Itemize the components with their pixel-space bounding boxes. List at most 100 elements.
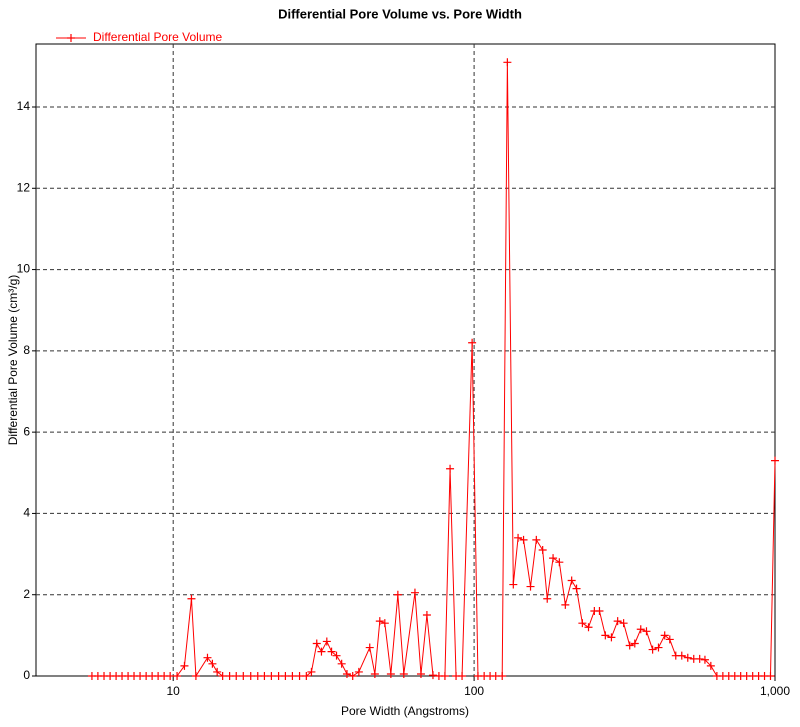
- data-point: [317, 647, 326, 656]
- data-point: [595, 606, 604, 615]
- y-tick-label: 4: [23, 506, 30, 520]
- data-point: [191, 672, 200, 680]
- data-point: [253, 672, 262, 680]
- data-point: [619, 619, 628, 628]
- data-point: [288, 672, 297, 680]
- data-point: [337, 659, 346, 668]
- data-point: [380, 619, 389, 628]
- data-point: [683, 653, 692, 662]
- data-point: [180, 661, 189, 670]
- data-point: [332, 651, 341, 660]
- y-axis-label: Differential Pore Volume (cm³/g): [6, 275, 20, 446]
- data-point: [327, 647, 336, 656]
- data-point: [208, 659, 217, 668]
- data-point: [509, 580, 518, 589]
- data-point: [625, 641, 634, 650]
- y-tick-label: 0: [23, 668, 30, 682]
- data-point: [636, 625, 645, 634]
- data-point: [458, 672, 467, 680]
- data-point: [706, 661, 715, 670]
- data-point: [555, 558, 564, 567]
- y-tick-label: 6: [23, 424, 30, 438]
- y-tick-label: 14: [17, 99, 31, 113]
- data-point: [203, 653, 212, 662]
- data-point: [260, 672, 269, 680]
- y-tick-label: 8: [23, 343, 30, 357]
- data-point: [281, 672, 290, 680]
- data-point: [322, 637, 331, 646]
- data-point: [578, 619, 587, 628]
- data-point: [538, 546, 547, 555]
- data-point: [393, 590, 402, 599]
- plot-frame: [35, 43, 776, 677]
- chart-title: Differential Pore Volume vs. Pore Width: [278, 6, 522, 21]
- data-point: [239, 672, 248, 680]
- data-point: [660, 631, 669, 640]
- data-point: [428, 671, 437, 680]
- data-point: [543, 594, 552, 603]
- data-point: [601, 631, 610, 640]
- data-point: [370, 669, 379, 678]
- data-point: [440, 672, 449, 680]
- data-point: [766, 672, 775, 680]
- data-point: [166, 672, 175, 680]
- data-point: [572, 584, 581, 593]
- data-point: [519, 535, 528, 544]
- y-tick-label: 2: [23, 587, 30, 601]
- data-point: [386, 669, 395, 678]
- data-point: [648, 645, 657, 654]
- data-point: [630, 639, 639, 648]
- data-point: [232, 672, 241, 680]
- x-tick-label: 10: [167, 684, 181, 698]
- data-point: [218, 672, 227, 680]
- data-point: [365, 643, 374, 652]
- data-point: [642, 627, 651, 636]
- data-point: [422, 611, 431, 620]
- y-tick-label: 10: [17, 262, 31, 276]
- data-point: [503, 58, 512, 67]
- data-point: [267, 672, 276, 680]
- data-point: [532, 535, 541, 544]
- data-point: [416, 669, 425, 678]
- y-tick-label: 12: [17, 180, 31, 194]
- data-point: [654, 643, 663, 652]
- data-point: [549, 554, 558, 563]
- legend-label: Differential Pore Volume: [93, 30, 223, 44]
- data-point: [498, 672, 507, 680]
- data-point: [665, 635, 674, 644]
- x-tick-label: 100: [464, 684, 484, 698]
- data-point: [342, 669, 351, 678]
- data-point: [584, 623, 593, 632]
- data-point: [173, 672, 182, 680]
- data-point: [246, 672, 255, 680]
- data-point: [514, 533, 523, 542]
- data-point: [312, 639, 321, 648]
- data-point: [348, 672, 357, 680]
- data-point: [375, 617, 384, 626]
- data-point: [695, 654, 704, 663]
- data-point: [567, 576, 576, 585]
- data-point: [613, 617, 622, 626]
- data-point: [354, 667, 363, 676]
- data-point: [295, 672, 304, 680]
- data-line: [91, 62, 776, 678]
- data-point: [700, 655, 709, 664]
- data-point: [526, 582, 535, 591]
- data-point: [399, 669, 408, 678]
- legend-marker: [67, 34, 75, 42]
- x-tick-label: 1,000: [760, 684, 790, 698]
- data-point: [274, 672, 283, 680]
- data-point: [446, 464, 455, 473]
- data-point: [561, 600, 570, 609]
- data-point: [771, 456, 779, 465]
- x-axis-label: Pore Width (Angstroms): [341, 704, 469, 718]
- data-point: [677, 651, 686, 660]
- data-point: [302, 672, 311, 680]
- data-point: [187, 594, 196, 603]
- data-point: [410, 588, 419, 597]
- data-point: [307, 667, 316, 676]
- data-point: [607, 633, 616, 642]
- data-point: [213, 667, 222, 676]
- data-point: [468, 338, 477, 347]
